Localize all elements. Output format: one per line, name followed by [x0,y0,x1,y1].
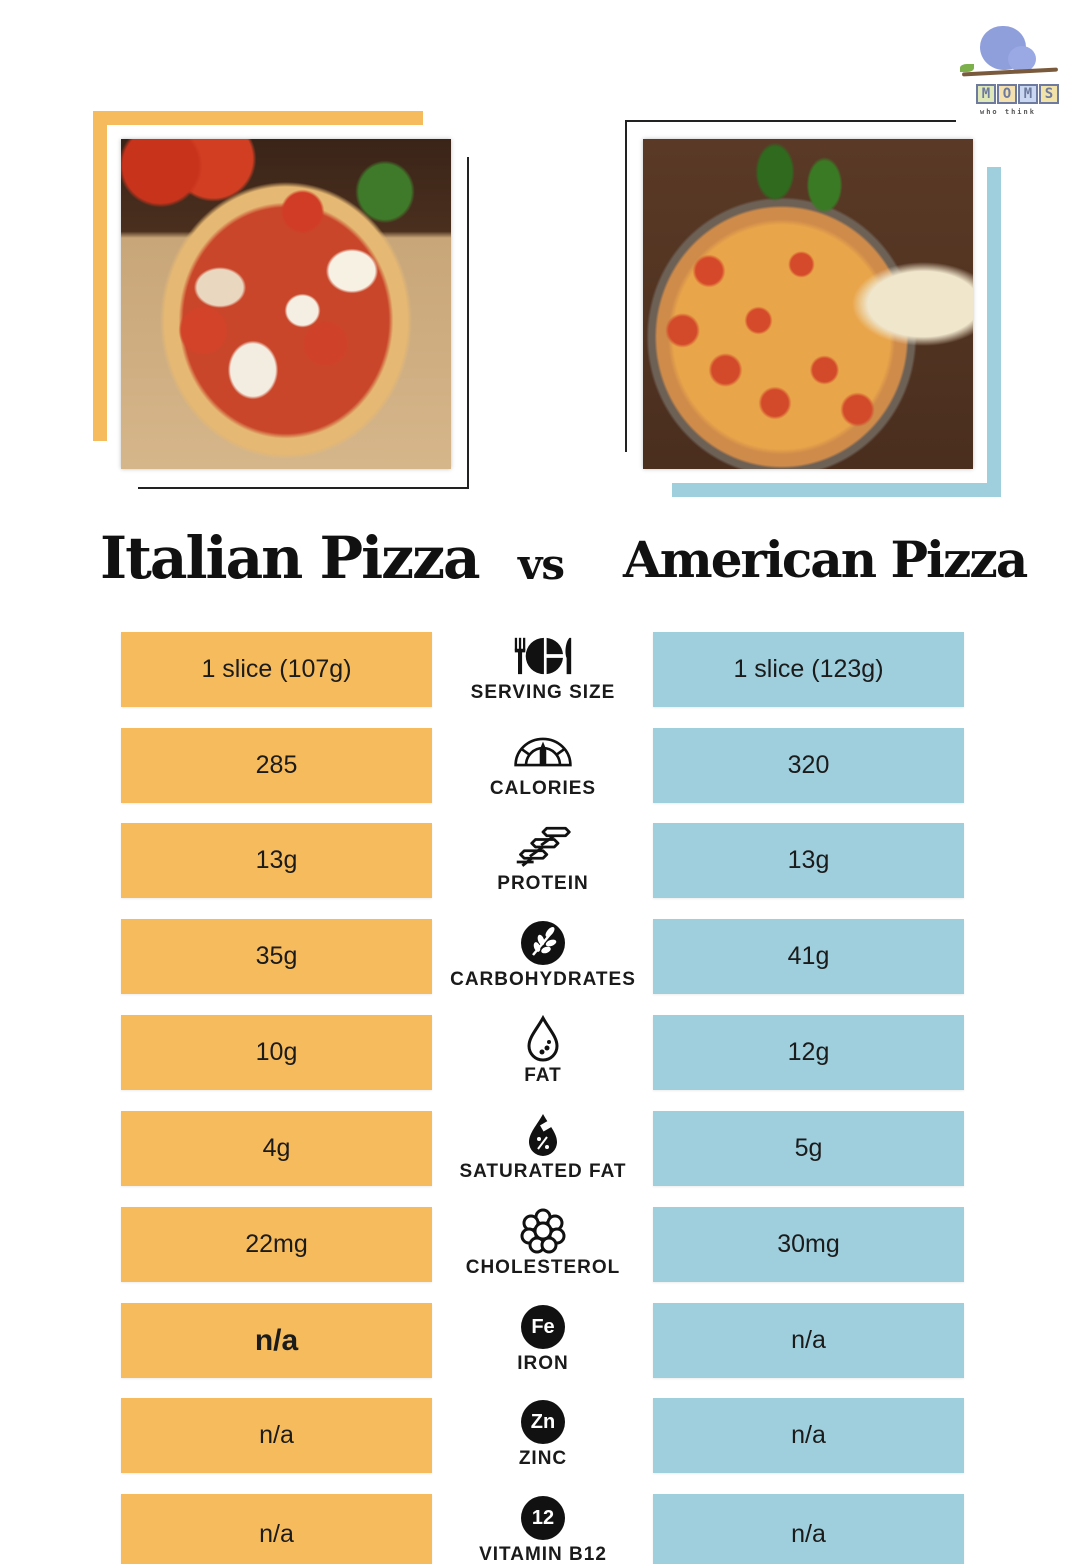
plate-cutlery-icon [513,632,573,680]
logo-blocks: M O M S [976,84,1059,104]
nutrient-label-cell: SATURATED FAT [443,1111,643,1201]
italian-photo-accent-frame [93,111,423,441]
table-row: 1 slice (107g) SERVING SIZE 1 slice (123… [0,632,1080,728]
american-value: 41g [653,919,964,994]
american-value: 320 [653,728,964,803]
baby-bird-icon [1008,46,1036,72]
nutrient-label-cell: Zn ZINC [443,1398,643,1488]
italian-value: 22mg [121,1207,432,1282]
cholesterol-icon [513,1207,573,1255]
american-value: 13g [653,823,964,898]
italian-value: 4g [121,1111,432,1186]
leaf-icon [960,64,974,72]
italian-value: n/a [121,1398,432,1473]
zn-icon: Zn [513,1398,573,1446]
nutrient-label: FAT [524,1065,562,1086]
nutrient-label-cell: SERVING SIZE [443,632,643,722]
nutrient-label: CHOLESTEROL [465,1257,621,1278]
b12-badge: 12 [521,1496,565,1540]
nutrient-label-cell: FAT [443,1015,643,1105]
american-value: 12g [653,1015,964,1090]
nutrient-label-cell: CHOLESTEROL [443,1207,643,1297]
logo-tagline: who think [980,108,1036,116]
italian-value: n/a [121,1303,432,1378]
logo-letter: M [976,84,996,104]
table-row: n/a 12 VITAMIN B12 n/a [0,1494,1080,1564]
american-value: 30mg [653,1207,964,1282]
nutrient-label: IRON [517,1353,569,1374]
logo-letter: S [1039,84,1059,104]
drop-icon [513,1015,573,1063]
nutrient-label: VITAMIN B12 [479,1544,607,1564]
table-row: 285 CALORIES 320 [0,728,1080,824]
nutrient-label-cell: PROTEIN [443,823,643,913]
gauge-icon [513,728,573,776]
drop-percent-icon [513,1111,573,1159]
table-row: 13g PROTEIN 13g [0,823,1080,919]
nutrient-label-cell: 12 VITAMIN B12 [443,1494,643,1564]
zn-badge: Zn [521,1400,565,1444]
italian-photo-line-frame [138,157,469,489]
nutrient-label-cell: Fe IRON [443,1303,643,1393]
american-photo-line-frame [625,120,956,452]
logo-letter: M [1018,84,1038,104]
fe-icon: Fe [513,1303,573,1351]
logo-letter: O [997,84,1017,104]
italian-pizza-title: Italian Pizza [100,524,481,592]
protein-helix-icon [513,823,573,871]
american-pizza-photo [643,139,973,469]
fe-badge: Fe [521,1305,565,1349]
italian-value: 285 [121,728,432,803]
nutrient-label-cell: CARBOHYDRATES [443,919,643,1009]
nutrient-label-cell: CALORIES [443,728,643,818]
wheat-icon [513,919,573,967]
table-row: n/a Zn ZINC n/a [0,1398,1080,1494]
table-row: 35g CARBOHYDRATES 41g [0,919,1080,1015]
american-photo-accent-frame [672,167,1001,497]
italian-pizza-photo [121,139,451,469]
american-value: 1 slice (123g) [653,632,964,707]
american-value: n/a [653,1494,964,1564]
table-row: 10g FAT 12g [0,1015,1080,1111]
italian-value: n/a [121,1494,432,1564]
nutrient-label: PROTEIN [497,873,589,894]
nutrient-label: SERVING SIZE [470,682,616,703]
american-value: n/a [653,1398,964,1473]
american-value: n/a [653,1303,964,1378]
nutrient-label: SATURATED FAT [459,1161,627,1182]
table-row: 4g SATURATED FAT 5g [0,1111,1080,1207]
moms-who-think-logo: M O M S who think [958,22,1068,122]
table-row: 22mg CHOLESTEROL 30mg [0,1207,1080,1303]
italian-value: 35g [121,919,432,994]
italian-value: 10g [121,1015,432,1090]
american-value: 5g [653,1111,964,1186]
nutrient-label: CARBOHYDRATES [450,969,636,990]
nutrient-label: ZINC [518,1448,568,1469]
table-row: n/a Fe IRON n/a [0,1303,1080,1399]
american-pizza-title: American Pizza [623,530,1028,589]
italian-value: 13g [121,823,432,898]
vs-label: vs [518,540,565,589]
nutrient-label: CALORIES [489,778,597,799]
b12-icon: 12 [513,1494,573,1542]
italian-value: 1 slice (107g) [121,632,432,707]
